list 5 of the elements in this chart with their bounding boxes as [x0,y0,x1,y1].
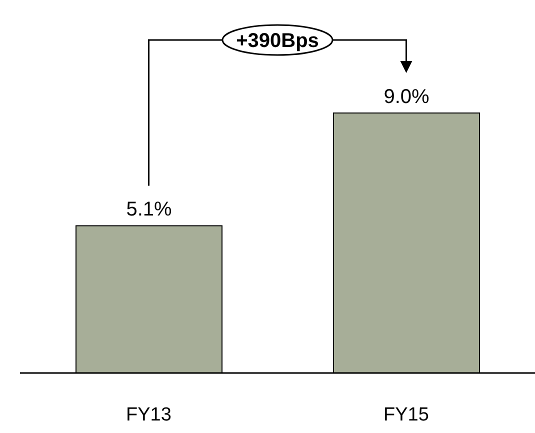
x-tick-label: FY13 [126,404,172,426]
data-label: 5.1% [126,198,172,221]
text: +390Bps [236,30,319,52]
data-label: 9.0% [384,86,430,108]
x-tick-label: FY15 [384,404,429,426]
